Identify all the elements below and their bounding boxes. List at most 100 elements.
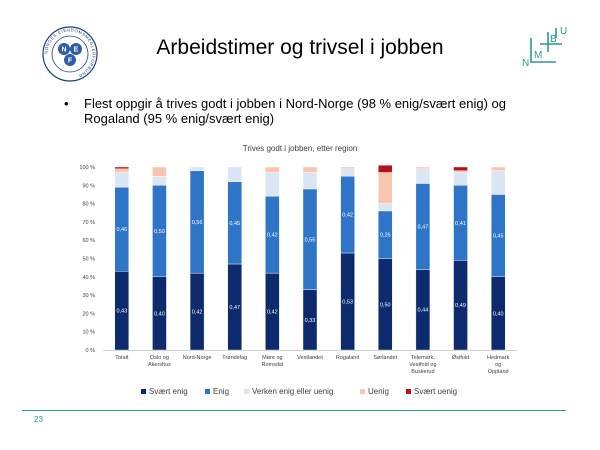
bar-segment [340, 168, 355, 177]
bar-segment [265, 166, 280, 173]
x-tick-label: Vestlandet [297, 355, 323, 361]
bar-segment [114, 166, 130, 170]
svg-text:B: B [550, 34, 557, 45]
legend-label: Verken enig eller uenig [252, 387, 333, 396]
bar-segment [453, 166, 468, 171]
data-label: 0,42 [192, 310, 203, 316]
y-tick-label: 30 % [82, 293, 95, 299]
data-label: 0,56 [192, 220, 203, 226]
bar-segment [378, 164, 393, 173]
x-tick-label: Telemark, [411, 355, 435, 361]
bullet-dot: • [64, 96, 69, 111]
data-label: 0,44 [418, 308, 429, 314]
data-label: 0,43 [116, 309, 127, 315]
bar-segment [189, 166, 205, 171]
data-label: 0,33 [305, 318, 316, 324]
bar-segment [340, 166, 355, 170]
x-tick-label: og [495, 362, 501, 368]
data-label: 0,50 [154, 229, 165, 235]
x-tick-label: Vestfold og [409, 362, 436, 368]
x-tick-label: Totalt [115, 355, 129, 361]
y-tick-label: 80 % [82, 202, 95, 208]
legend-label: Svært uenig [414, 387, 457, 396]
y-tick-label: 60 % [82, 238, 95, 244]
data-label: 0,45 [229, 221, 240, 227]
legend-swatch [406, 389, 411, 394]
data-label: 0,55 [305, 237, 316, 243]
y-tick-label: 50 % [82, 257, 95, 263]
svg-text:N: N [61, 47, 66, 54]
bar-segment [378, 203, 393, 212]
data-label: 0,47 [229, 305, 240, 311]
x-tick-label: Østfold [452, 355, 469, 361]
svg-text:M: M [534, 50, 542, 61]
svg-text:N: N [522, 58, 529, 69]
x-tick-label: Rogaland [336, 355, 360, 361]
page-number: 23 [34, 415, 43, 424]
chart-title: Trives godt i jobben, etter region [243, 144, 357, 153]
svg-text:E: E [74, 47, 79, 54]
x-tick-label: Hedmark [487, 355, 510, 361]
data-label: 0,42 [267, 233, 278, 239]
bar-segment [152, 175, 167, 186]
x-tick-label: Oslo og [150, 355, 169, 361]
data-label: 0,42 [342, 213, 353, 219]
data-label: 0,26 [380, 233, 391, 239]
svg-text:F: F [68, 58, 73, 65]
bullet-item: • Flest oppgir å trives godt i jobben i … [64, 96, 544, 126]
slide-title: Arbeidstimer og trivsel i jobben [156, 36, 444, 59]
y-tick-label: 90 % [82, 183, 95, 189]
bar-segment [265, 172, 280, 197]
x-tick-label: Akershus [148, 362, 171, 368]
x-tick-label: Oppland [488, 369, 509, 375]
stacked-bar-chart: Trives godt i jobben, etter region 0 % 10 … [79, 144, 517, 396]
footer-divider [22, 410, 566, 411]
bar-segment [490, 166, 506, 171]
x-tick-label: Romsdal [262, 362, 284, 368]
x-tick-label: Nord-Norge [183, 355, 212, 361]
data-label: 0,47 [418, 224, 429, 230]
y-tick-label: 100 % [79, 165, 95, 171]
legend-label: Uenig [368, 387, 389, 396]
bar-segment [453, 172, 468, 186]
x-tick-label: Buskerud [411, 369, 434, 375]
data-label: 0,50 [380, 302, 391, 308]
x-tick-label: Trøndelag [222, 355, 247, 361]
bar-segment [152, 166, 167, 177]
legend-swatch [360, 389, 365, 394]
legend-swatch [244, 389, 249, 394]
bar-segment [453, 170, 468, 173]
data-label: 0,53 [342, 300, 353, 306]
x-tick-label: Sørlandet [373, 355, 397, 361]
data-label: 0,40 [154, 311, 165, 317]
data-label: 0,49 [455, 303, 466, 309]
y-tick-label: 20 % [82, 311, 95, 317]
data-label: 0,42 [267, 310, 278, 316]
data-label: 0,45 [493, 234, 504, 240]
data-label: 0,40 [493, 311, 504, 317]
bar-segment [415, 166, 431, 170]
data-label: 0,41 [455, 221, 466, 227]
bar-segment [302, 172, 318, 190]
y-tick-label: 10 % [82, 330, 95, 336]
nef-logo: NORGES EIENDOMSMEGLERFORBUND N E F [42, 26, 98, 82]
legend-label: Svært enig [149, 387, 188, 396]
legend-swatch [205, 389, 210, 394]
y-tick-label: 40 % [82, 275, 95, 281]
data-label: 0,46 [116, 227, 127, 233]
nmbu-logo: N M B U [522, 26, 567, 69]
bar-segment [114, 168, 130, 173]
bar-segment [378, 172, 393, 204]
bar-segment [227, 166, 242, 182]
bar-segment [302, 166, 318, 173]
svg-text:U: U [560, 26, 567, 37]
bar-segment [415, 168, 431, 184]
bar-segment [114, 172, 130, 188]
legend-label: Enig [213, 387, 229, 396]
y-tick-label: 70 % [82, 220, 95, 226]
x-tick-label: Møre og [262, 355, 282, 361]
bar-segment [490, 170, 506, 195]
legend-swatch [141, 389, 146, 394]
bullet-text: Flest oppgir å trives godt i jobben i No… [84, 96, 506, 126]
y-tick-label: 0 % [86, 348, 96, 354]
